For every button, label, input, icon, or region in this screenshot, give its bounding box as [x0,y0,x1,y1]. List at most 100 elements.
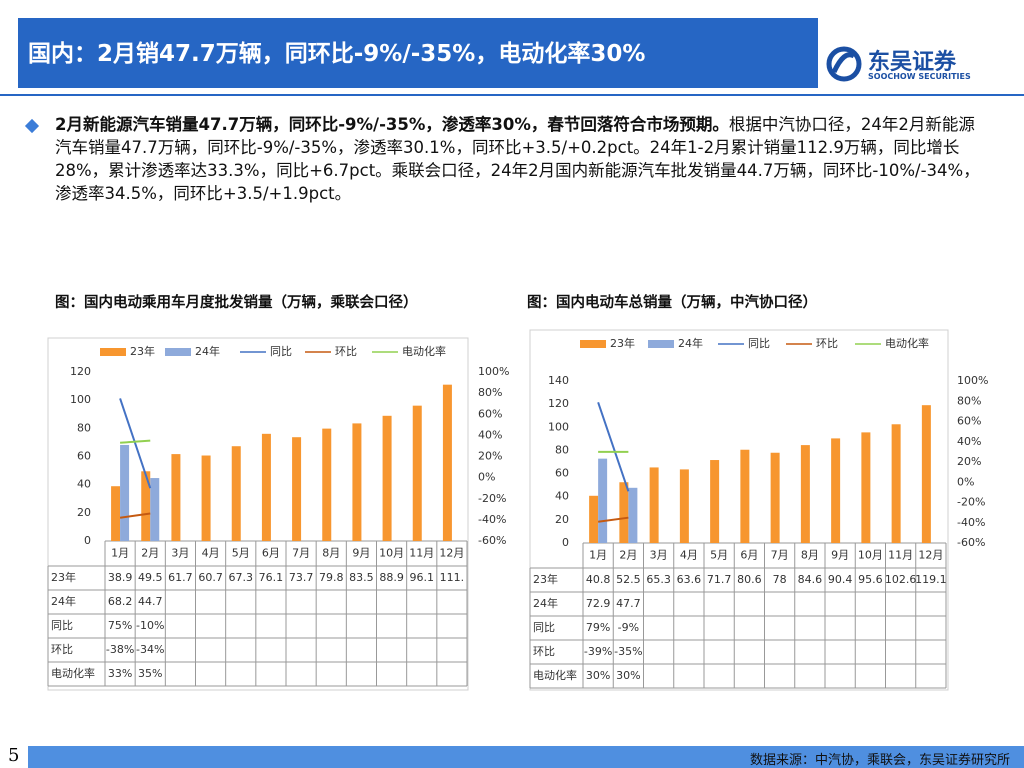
y-tick-label: 120 [548,397,569,410]
line [119,398,152,489]
bar [831,438,841,543]
header-title: 国内：2月销47.7万辆，同环比-9%/-35%，电动化率30% [28,41,646,67]
x-tick-label: 7月 [771,549,789,562]
bar [598,458,608,543]
x-tick-label: 2月 [141,547,159,560]
row-label: 24年 [51,594,76,608]
line [119,512,151,519]
line [120,439,151,444]
legend-label: 环比 [335,345,357,358]
table-cell: 73.7 [289,571,314,584]
legend-swatch [580,340,606,348]
y-tick-label: 40 [555,490,569,503]
logo-icon [826,46,862,82]
legend-label: 同比 [748,337,770,350]
row-label: 同比 [533,621,555,634]
table-cell: -38% [106,643,134,656]
y-tick-label: 120 [70,365,91,378]
x-tick-label: 12月 [918,549,943,562]
x-tick-label: 4月 [202,547,220,560]
table-cell: 102.6 [885,573,917,586]
table-cell: 35% [138,667,162,680]
y2-tick-label: 20% [478,450,502,463]
bar [171,454,181,541]
x-tick-label: 10月 [379,547,404,560]
table-cell: 65.3 [646,573,671,586]
x-tick-label: 5月 [710,549,728,562]
bold-text: 2月新能源汽车销量47.7万辆，同环比-9%/-35%，渗透率30%，春节回落符… [55,115,729,134]
table-cell: 49.5 [138,571,163,584]
table-cell: 83.5 [349,571,374,584]
row-label: 24年 [533,596,558,610]
page-number: 5 [8,745,20,766]
table-cell: 30% [586,669,610,682]
x-tick-label: 3月 [171,547,189,560]
y2-tick-label: 40% [957,435,981,448]
table-cell: -35% [614,645,642,658]
bar [921,405,931,543]
y2-tick-label: 100% [478,365,509,378]
source: 数据来源：中汽协，乘联会，东吴证券研究所 [749,753,1010,768]
bar [628,487,638,543]
x-tick-label: 1月 [589,549,607,562]
legend-swatch [100,348,126,356]
chart-title: 图：国内电动乘用车月度批发销量（万辆，乘联会口径） [55,293,418,311]
table-cell: 61.7 [168,571,193,584]
y2-tick-label: 60% [478,407,502,420]
row-label: 23年 [533,572,558,586]
x-tick-label: 1月 [111,547,129,560]
line [597,401,630,492]
bar [740,449,750,543]
table-cell: -9% [618,621,639,634]
bar [442,384,452,541]
row-label: 电动化率 [51,666,95,680]
legend-label: 同比 [270,345,292,358]
x-tick-label: 10月 [858,549,883,562]
x-tick-label: 6月 [262,547,280,560]
bar [382,415,392,541]
bar [150,478,160,541]
legend-label: 电动化率 [885,336,929,350]
y-tick-label: 140 [548,374,569,387]
table-cell: 111. [440,571,465,584]
y2-tick-label: -60% [957,536,985,549]
x-tick-label: 8月 [322,547,340,560]
table-cell: 33% [108,667,132,680]
bar [800,445,810,543]
y-tick-label: 20 [77,506,91,519]
legend-label: 24年 [678,336,703,350]
bar [111,486,121,541]
table-cell: 88.9 [379,571,404,584]
chart-title: 图：国内电动车总销量（万辆，中汽协口径） [527,293,817,311]
table-cell: 63.6 [677,573,702,586]
line [597,516,629,523]
x-tick-label: 3月 [650,549,668,562]
x-tick-label: 12月 [439,547,464,560]
legend-label: 电动化率 [402,344,446,358]
y-tick-label: 100 [548,420,569,433]
table-cell: 95.6 [858,573,883,586]
table-cell: 38.9 [108,571,133,584]
y2-tick-label: 80% [478,386,502,399]
y2-tick-label: 100% [957,374,988,387]
bar [589,495,599,543]
row-label: 同比 [51,619,73,632]
table-cell: 79% [586,621,610,634]
y2-tick-label: -40% [478,513,506,526]
bar [770,452,780,543]
y-tick-label: 80 [555,443,569,456]
divider [0,94,1024,96]
x-tick-label: 5月 [232,547,250,560]
table-cell: 67.3 [229,571,254,584]
table-cell: 78 [773,573,787,586]
legend-swatch [165,348,191,356]
y-tick-label: 60 [555,467,569,480]
x-tick-label: 4月 [680,549,698,562]
y2-tick-label: -60% [478,534,506,547]
x-tick-label: 11月 [888,549,913,562]
bar [861,432,871,543]
text: 根据中汽协口径，24年2月新能源汽车销量47.7万辆，同环比-9%/-35%，渗… [55,115,980,203]
y-tick-label: 60 [77,450,91,463]
bar [619,482,629,543]
x-tick-label: 9月 [352,547,370,560]
